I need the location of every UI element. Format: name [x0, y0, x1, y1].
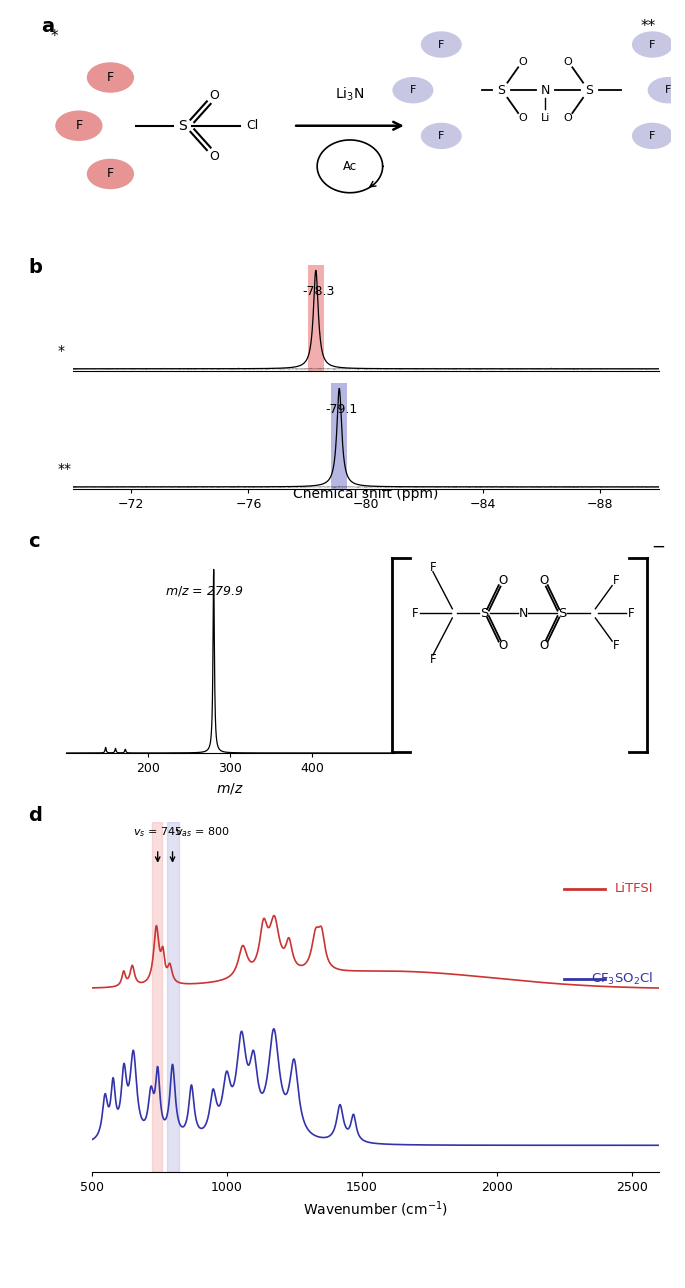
Text: a: a: [41, 17, 54, 36]
Text: F: F: [107, 71, 114, 84]
Text: F: F: [438, 131, 445, 140]
Ellipse shape: [647, 77, 685, 103]
Text: Chemical shift (ppm): Chemical shift (ppm): [293, 487, 438, 501]
Ellipse shape: [421, 31, 462, 58]
Text: F: F: [665, 85, 671, 95]
Text: Li$_3$N: Li$_3$N: [335, 85, 364, 103]
Text: b: b: [29, 258, 42, 277]
Text: F: F: [438, 40, 445, 49]
Text: Ac: Ac: [342, 160, 357, 173]
Text: *: *: [51, 30, 58, 44]
Ellipse shape: [632, 122, 673, 149]
Text: O: O: [563, 57, 572, 67]
Ellipse shape: [87, 62, 134, 93]
Text: O: O: [210, 149, 219, 162]
Text: S: S: [497, 84, 505, 97]
Text: d: d: [29, 806, 42, 826]
Ellipse shape: [55, 111, 103, 140]
Text: O: O: [563, 113, 572, 124]
Text: Li: Li: [540, 113, 550, 124]
Text: c: c: [29, 532, 40, 551]
Text: N: N: [540, 84, 550, 97]
Text: S: S: [586, 84, 593, 97]
Ellipse shape: [87, 158, 134, 189]
Text: **: **: [640, 19, 656, 33]
Ellipse shape: [393, 77, 434, 103]
Text: Cl: Cl: [246, 120, 258, 133]
Text: F: F: [107, 167, 114, 180]
Text: F: F: [649, 131, 656, 140]
Ellipse shape: [632, 31, 673, 58]
Text: F: F: [649, 40, 656, 49]
Text: O: O: [519, 57, 527, 67]
Text: S: S: [179, 118, 187, 133]
Text: F: F: [75, 120, 82, 133]
Text: O: O: [519, 113, 527, 124]
Text: O: O: [210, 89, 219, 102]
Ellipse shape: [421, 122, 462, 149]
Text: F: F: [410, 85, 416, 95]
